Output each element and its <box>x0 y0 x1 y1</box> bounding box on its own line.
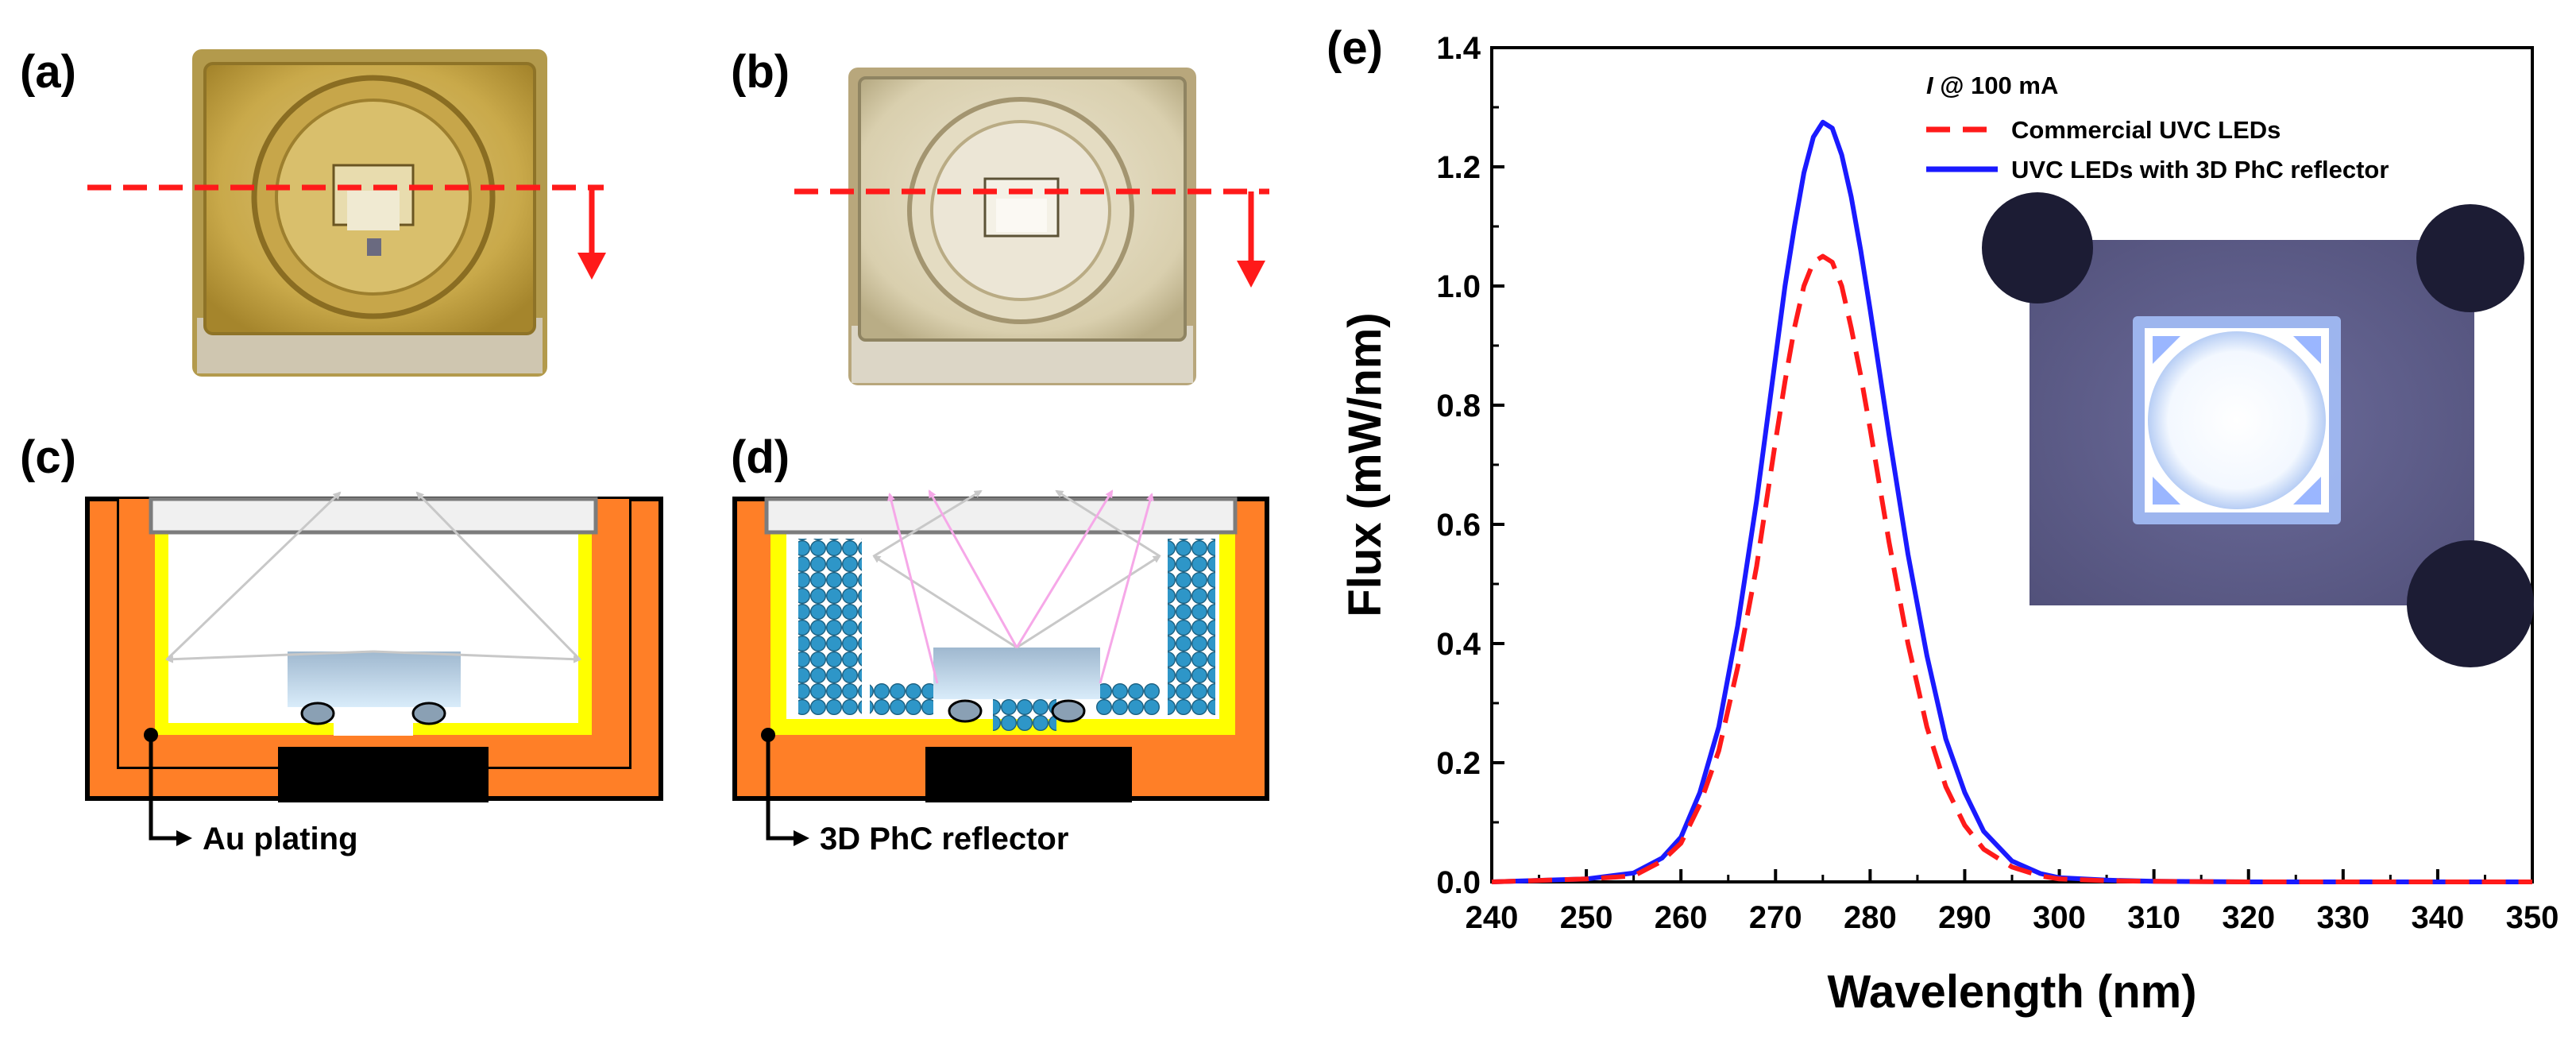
label-phc-reflector: 3D PhC reflector <box>820 822 1068 856</box>
x-tick-labels: 240 250 260 270 280 290 300 310 320 330 340 350 <box>1466 900 2559 935</box>
legend-label-phc: UVC LEDs with 3D PhC reflector <box>2011 156 2389 184</box>
cut-arrow-a-head <box>577 253 606 280</box>
y-tick-label: 0.2 <box>1436 746 1481 781</box>
legend-label-commercial: Commercial UVC LEDs <box>2011 116 2281 144</box>
series-line-phc <box>1491 119 2532 884</box>
x-tick-label: 310 <box>2127 900 2180 935</box>
phc-stack-left <box>798 539 862 715</box>
x-tick-label: 290 <box>1938 900 1991 935</box>
x-tick-label: 260 <box>1655 900 1708 935</box>
y-tick-labels: 0.0 0.2 0.4 0.6 0.8 1.0 1.2 1.4 <box>1436 31 1481 900</box>
panel-a: (a) <box>20 46 606 377</box>
legend-title: I @ 100 mA <box>1926 72 2058 99</box>
legend-title-italic: I <box>1926 72 1934 99</box>
package-cross-section-phc <box>732 489 1269 802</box>
callout-phc-reflector-arrow <box>794 830 809 846</box>
panel-label-a: (a) <box>20 46 76 98</box>
y-tick-label: 0.8 <box>1436 389 1481 423</box>
phc-bed-center <box>993 699 1056 731</box>
panel-label-c: (c) <box>20 431 76 483</box>
series-line-commercial <box>1491 253 2532 884</box>
y-tick-label: 0.6 <box>1436 508 1481 543</box>
cut-arrow-b-head <box>1237 261 1265 288</box>
panel-b: (b) <box>731 46 1269 385</box>
flux-spectrum-chart: 240 250 260 270 280 290 300 310 320 330 340 350 0.0… <box>1339 31 2559 1018</box>
callout-au-plating <box>149 735 179 841</box>
y-tick-label: 1.4 <box>1436 31 1481 66</box>
legend: I @ 100 mA Commercial UVC LEDs UVC LEDs … <box>1926 72 2389 184</box>
label-au-plating: Au plating <box>203 822 358 856</box>
inset-led-glow-photo <box>1982 192 2534 667</box>
legend-title-rest: @ 100 mA <box>1933 72 2059 99</box>
panel-label-e: (e) <box>1327 22 1383 74</box>
led-photo-phc <box>848 68 1196 385</box>
panel-e: (e) 240 250 260 270 280 290 300 310 320 330 340 350… <box>1327 22 2559 1018</box>
phc-stack-right <box>1168 539 1215 715</box>
panel-c: (c) Au plating <box>20 431 663 856</box>
x-axis-title: Wavelength (nm) <box>1827 966 2196 1018</box>
callout-phc-reflector <box>766 735 796 841</box>
series-lines <box>1491 119 2532 884</box>
x-tick-label: 350 <box>2506 900 2559 935</box>
panel-d: (d) <box>731 431 1269 856</box>
package-cross-section-commercial <box>85 491 663 802</box>
y-tick-label: 0.0 <box>1436 865 1481 900</box>
led-photo-commercial <box>192 49 547 377</box>
x-tick-label: 300 <box>2033 900 2086 935</box>
phc-bed-right <box>1096 683 1160 715</box>
x-tick-label: 280 <box>1844 900 1897 935</box>
x-tick-label: 270 <box>1749 900 1802 935</box>
x-tick-label: 330 <box>2316 900 2369 935</box>
phc-bed-left <box>870 683 933 715</box>
y-tick-label: 1.2 <box>1436 150 1481 185</box>
x-tick-label: 240 <box>1466 900 1519 935</box>
panel-label-d: (d) <box>731 431 790 483</box>
y-tick-label: 0.4 <box>1436 627 1481 662</box>
panel-label-b: (b) <box>731 46 790 98</box>
y-tick-label: 1.0 <box>1436 269 1481 304</box>
callout-au-plating-arrow <box>176 830 192 846</box>
y-axis-title: Flux (mW/nm) <box>1339 312 1391 617</box>
x-tick-label: 320 <box>2222 900 2275 935</box>
x-tick-label: 340 <box>2412 900 2465 935</box>
x-tick-label: 250 <box>1560 900 1613 935</box>
